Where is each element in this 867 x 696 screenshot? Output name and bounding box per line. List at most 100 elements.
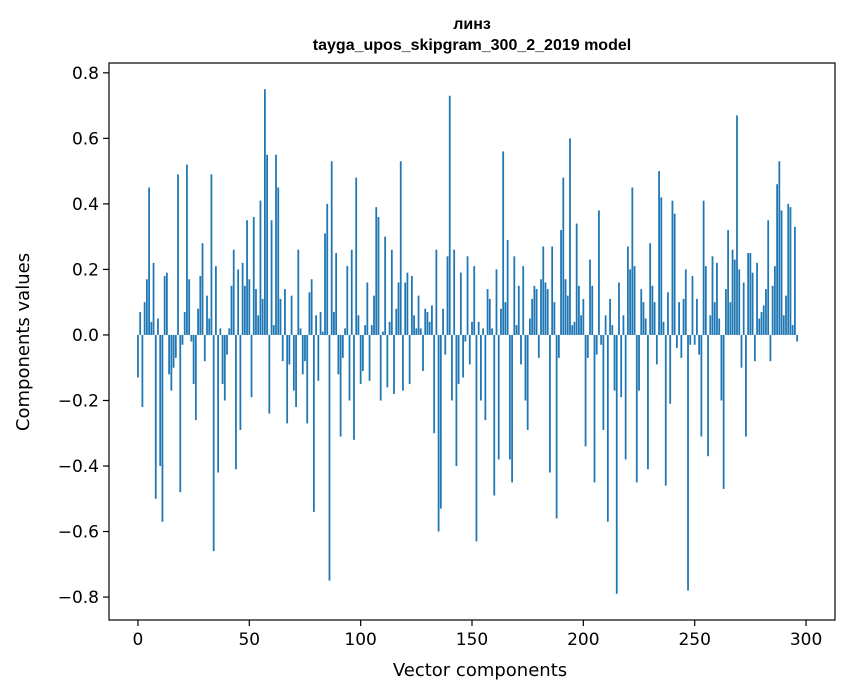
bar [344, 328, 346, 335]
bar [664, 334, 667, 486]
bar [255, 289, 257, 335]
bar [417, 295, 420, 335]
bar [526, 334, 529, 430]
bar [148, 187, 150, 335]
bar [791, 325, 794, 335]
bar [203, 334, 206, 362]
bar [687, 334, 689, 591]
bar [716, 262, 718, 335]
bar [139, 312, 142, 335]
bar [486, 289, 489, 335]
bar [736, 115, 738, 335]
bar [555, 334, 558, 519]
bar [484, 334, 487, 421]
bar [600, 334, 603, 345]
bar [317, 334, 320, 381]
bar [248, 279, 251, 335]
bar [141, 334, 144, 408]
bar [624, 334, 627, 460]
bar [388, 321, 391, 335]
bar [270, 220, 273, 335]
bar [397, 282, 400, 335]
bar [462, 334, 464, 378]
bar [284, 289, 286, 335]
bar [564, 279, 567, 335]
bar [468, 334, 471, 365]
bar [288, 334, 291, 365]
bar [557, 334, 560, 358]
bar [408, 334, 411, 385]
bar [272, 325, 275, 335]
bar [455, 334, 458, 467]
bar [346, 266, 349, 335]
bar [731, 249, 734, 335]
bar [341, 334, 344, 358]
bar [497, 334, 500, 460]
bar [675, 334, 678, 349]
bar [740, 334, 743, 368]
bar [177, 174, 179, 335]
bar [422, 334, 424, 371]
bar [620, 334, 623, 398]
bar [535, 289, 538, 335]
bar [237, 269, 240, 335]
bar [696, 298, 698, 335]
bar [370, 325, 373, 335]
bar [551, 246, 554, 335]
bar [765, 289, 767, 335]
bar [495, 269, 498, 335]
bar [379, 334, 382, 401]
bar [301, 334, 304, 375]
bar [738, 269, 741, 335]
bar [433, 334, 436, 434]
bar [680, 334, 683, 358]
bar [629, 269, 632, 335]
bar [246, 220, 248, 335]
bar [669, 334, 672, 404]
bar [259, 200, 262, 335]
bar [223, 334, 226, 401]
x-axis-label: Vector components [393, 660, 567, 681]
bar [647, 334, 649, 470]
bar [773, 266, 776, 335]
bar [304, 334, 306, 362]
y-tick-label: −0.6 [58, 523, 99, 543]
bar [366, 282, 369, 335]
bar [742, 282, 745, 335]
bar [268, 334, 271, 414]
bar [386, 334, 389, 388]
bar [642, 302, 645, 335]
bar [453, 249, 456, 335]
bar [257, 315, 260, 335]
bar [515, 325, 518, 335]
bar [390, 249, 393, 335]
bar [402, 334, 404, 391]
bar [615, 334, 618, 594]
bar [419, 328, 422, 335]
bar [508, 334, 511, 460]
bar [649, 243, 652, 335]
bar [348, 334, 351, 401]
bar [760, 312, 763, 335]
x-tick-label: 0 [133, 630, 144, 650]
bar [700, 334, 703, 437]
bar [212, 334, 215, 552]
bar [633, 266, 636, 335]
bar [566, 295, 569, 335]
bar [426, 312, 429, 335]
bar [330, 161, 333, 335]
bar [377, 216, 380, 335]
bar [776, 184, 778, 335]
bar [174, 334, 177, 358]
bar [618, 282, 620, 335]
bar [733, 259, 736, 335]
bar [230, 285, 233, 335]
bar [720, 334, 723, 401]
bar [299, 328, 302, 335]
bar [635, 334, 638, 483]
bar [172, 334, 175, 368]
bar [520, 334, 522, 365]
bar [435, 249, 438, 335]
bar [724, 289, 727, 335]
